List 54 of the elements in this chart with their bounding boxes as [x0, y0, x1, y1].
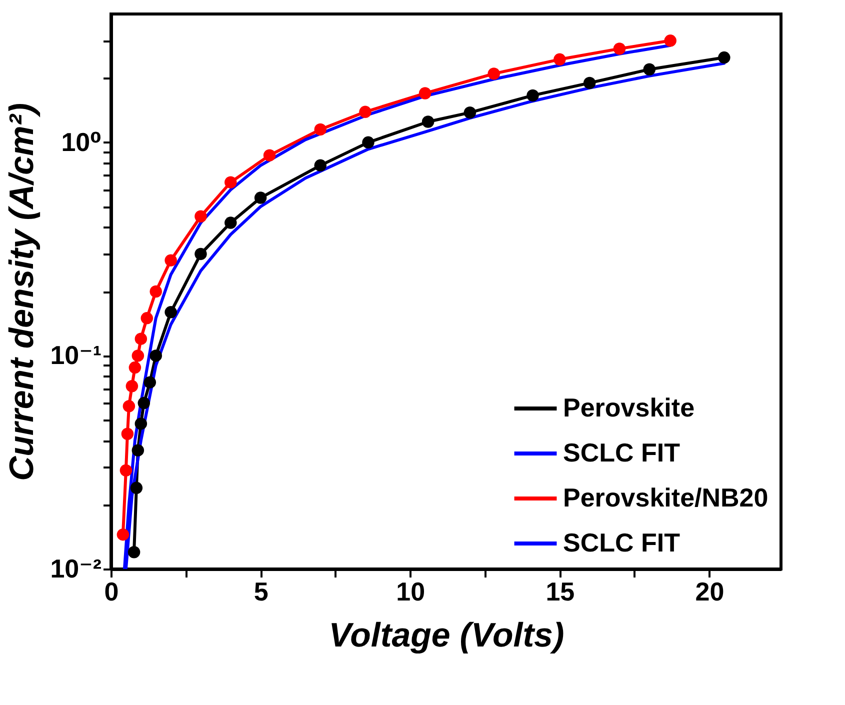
x-tick-label: 0 — [104, 576, 119, 606]
point — [718, 51, 730, 64]
point — [314, 123, 326, 136]
point — [314, 159, 326, 172]
point — [130, 482, 143, 494]
x-axis-title: Voltage (Volts) — [328, 616, 564, 654]
point — [121, 428, 134, 440]
y-axis-title: Current density (A/cm²) — [3, 103, 42, 481]
x-tick-label: 20 — [695, 576, 724, 606]
point — [554, 53, 566, 66]
point — [150, 285, 162, 298]
point — [128, 546, 140, 558]
point — [134, 418, 148, 430]
point — [224, 176, 237, 188]
point — [138, 396, 150, 410]
y-tick-label: 10⁰ — [61, 126, 102, 157]
point — [122, 400, 136, 412]
point — [116, 528, 130, 541]
point — [150, 350, 162, 362]
y-tick-label: 10⁻¹ — [50, 340, 102, 370]
point — [224, 216, 237, 229]
point — [194, 210, 207, 222]
point — [583, 76, 596, 90]
point — [526, 89, 539, 102]
point — [362, 136, 374, 149]
point — [128, 361, 142, 374]
x-tick-label: 10 — [396, 576, 426, 606]
point — [164, 254, 177, 266]
legend-label: SCLC FIT — [563, 438, 680, 468]
x-tick-label: 5 — [254, 576, 268, 606]
point — [263, 149, 276, 162]
point — [164, 306, 177, 318]
point — [254, 192, 267, 204]
point — [134, 332, 148, 345]
point — [464, 106, 476, 119]
point — [613, 42, 626, 55]
legend-label: Perovskite — [563, 392, 695, 422]
point — [422, 116, 434, 128]
point — [643, 63, 656, 76]
point — [140, 312, 154, 324]
point — [120, 464, 132, 476]
point — [664, 34, 676, 47]
point — [132, 350, 144, 362]
x-tick-label: 15 — [546, 576, 575, 606]
point — [488, 68, 500, 80]
point — [194, 248, 207, 260]
legend-label: SCLC FIT — [563, 528, 680, 558]
legend-label: Perovskite/NB20 — [563, 482, 768, 512]
point — [418, 87, 432, 100]
point — [144, 376, 156, 388]
point — [359, 106, 372, 118]
y-tick-label: 10⁻² — [50, 554, 102, 584]
point — [126, 380, 138, 392]
point — [132, 444, 144, 456]
